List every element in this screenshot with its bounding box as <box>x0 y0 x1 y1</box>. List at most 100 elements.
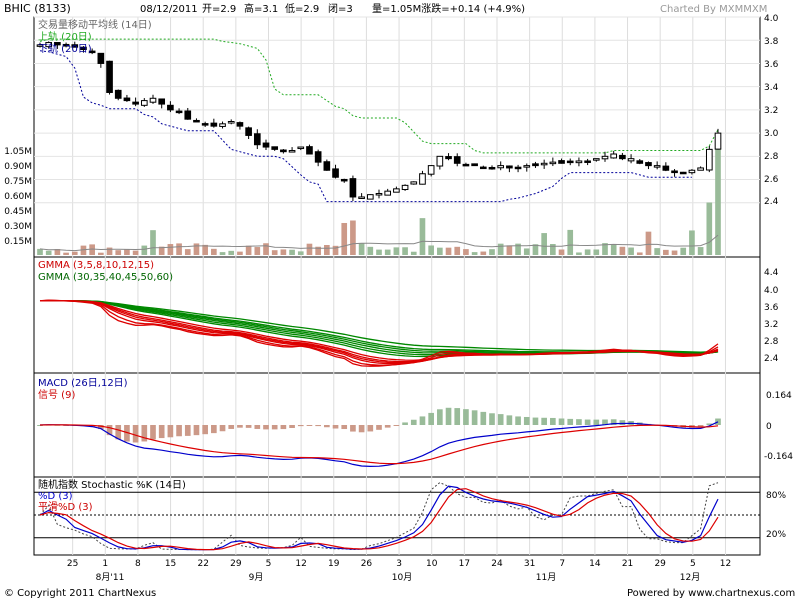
candle-body <box>401 184 409 191</box>
gmma-tick-label: 3.6 <box>764 303 779 313</box>
volume-bar <box>367 246 374 255</box>
macd-histogram-bar <box>98 425 104 430</box>
macd-histogram-bar <box>124 425 130 442</box>
candle-body <box>236 122 244 127</box>
candle-body <box>497 165 505 169</box>
macd-histogram-bar <box>602 419 608 425</box>
low-label: 低=2.9 <box>285 2 319 15</box>
candle-body <box>419 173 426 185</box>
candle-body <box>645 162 652 167</box>
month-label: 10月 <box>392 572 412 583</box>
macd-histogram-bar <box>445 407 452 425</box>
volume-bar <box>297 251 304 255</box>
price-tick-label: 3.0 <box>764 129 779 139</box>
macd-histogram-bar <box>393 425 400 426</box>
macd-histogram-bar <box>428 412 434 425</box>
candle-body <box>253 133 261 146</box>
upper-band-line <box>39 38 719 154</box>
volume-bar <box>428 245 434 255</box>
stochastic-smooth-d-line <box>39 488 719 551</box>
volume-bar <box>106 247 113 255</box>
volume-bar <box>245 245 252 255</box>
candle-body <box>88 50 96 54</box>
volume-bar <box>550 244 556 255</box>
gmma-tick-label: 3.2 <box>764 320 778 330</box>
volume-tick-label: 0.45M <box>4 207 32 217</box>
stochastic-tick-label: 20% <box>766 530 786 540</box>
x-tick-label: 10 <box>426 559 438 569</box>
macd-histogram-bar <box>350 425 356 432</box>
candle-body <box>114 89 122 99</box>
volume-bar <box>419 218 426 255</box>
candle-body <box>671 170 678 174</box>
price-tick-label: 2.6 <box>764 175 779 185</box>
volume-bar <box>167 244 174 255</box>
x-tick-label: 1 <box>102 559 108 569</box>
macd-histogram-bar <box>245 425 252 428</box>
legend-upper-band: 上轨 (20日) <box>38 30 92 43</box>
candle-body <box>332 168 339 178</box>
x-tick-label: 25 <box>67 559 78 569</box>
volume-bar <box>497 243 504 255</box>
macd-histogram-bar <box>515 416 521 425</box>
volume-bar <box>628 247 634 255</box>
date-label: 08/12/2011 <box>140 4 198 15</box>
x-tick-label: 24 <box>491 559 503 569</box>
gmma-legend: GMMA (3,5,8,10,12,15) GMMA (30,35,40,45,… <box>38 260 173 283</box>
macd-histogram-bar <box>463 409 469 425</box>
candle-body <box>219 123 226 127</box>
volume-bar <box>376 249 382 255</box>
copyright-label: © Copyright 2011 ChartNexus <box>4 588 156 599</box>
macd-histogram-bar <box>506 415 513 425</box>
volume-bar <box>132 250 139 255</box>
macd-histogram-bar <box>271 425 278 430</box>
price-legend: 交易量移动平均线 (14日) 上轨 (20日) 下轨 (20日) <box>38 18 152 55</box>
stochastic-tick-label: 80% <box>766 491 786 501</box>
volume-bar <box>141 245 148 255</box>
candle-body <box>697 167 704 171</box>
candle-body <box>54 42 61 46</box>
candle-body <box>106 60 113 93</box>
candle-body <box>662 165 670 171</box>
volume-moving-average <box>39 234 719 252</box>
stochastic-panel <box>33 476 761 556</box>
x-axis: 25 1 8 15 22 29 5 12 19 26 3 10 17 24 31 7 14 21 29 5 12 8月'1… <box>67 559 731 583</box>
macd-histogram-bar <box>332 425 339 429</box>
legend-gmma-long: GMMA (30,35,40,45,50,60) <box>38 272 173 283</box>
candle-body <box>453 156 461 164</box>
volume-bar <box>124 249 130 255</box>
x-tick-label: 26 <box>361 559 373 569</box>
volume-bar <box>541 233 547 255</box>
candle-body <box>427 165 435 175</box>
candle-body <box>679 171 687 175</box>
price-y-axis: 4.0 3.8 3.6 3.4 3.2 3.0 2.8 2.6 2.4 <box>764 14 779 207</box>
legend-macd: MACD (26日,12日) <box>38 378 128 389</box>
volume-bars <box>37 149 721 255</box>
volume-bar <box>402 247 408 255</box>
volume-bar <box>393 247 400 255</box>
volume-bar <box>558 249 565 255</box>
candle-body <box>566 160 574 164</box>
stochastic-legend: 随机指数 Stochastic %K (14日) %D (3) 平滑%D (3) <box>38 478 186 513</box>
macd-histogram-bar <box>341 425 348 430</box>
x-tick-label: 14 <box>589 559 601 569</box>
candle-body <box>540 162 548 166</box>
legend-stoch-smooth: 平滑%D (3) <box>38 501 93 513</box>
volume-bar <box>115 250 122 255</box>
price-tick-label: 2.8 <box>764 152 779 162</box>
macd-histogram-bar <box>437 409 443 425</box>
gmma-short-line <box>39 299 719 361</box>
volume-tick-label: 0.30M <box>4 222 32 232</box>
volume-bar <box>306 243 313 255</box>
volume-bar <box>532 244 539 255</box>
candle-body <box>584 160 591 163</box>
macd-histogram-bar <box>193 425 200 436</box>
ticker-label: BHIC (8133) <box>4 2 71 15</box>
volume-bar <box>63 252 69 255</box>
stochastic-y-axis: 80% 20% <box>766 491 786 540</box>
candle-body <box>184 110 192 120</box>
price-tick-label: 4.0 <box>764 14 779 24</box>
candle-body <box>688 169 696 174</box>
stochastic-series <box>34 482 760 551</box>
candle-body <box>592 158 600 161</box>
